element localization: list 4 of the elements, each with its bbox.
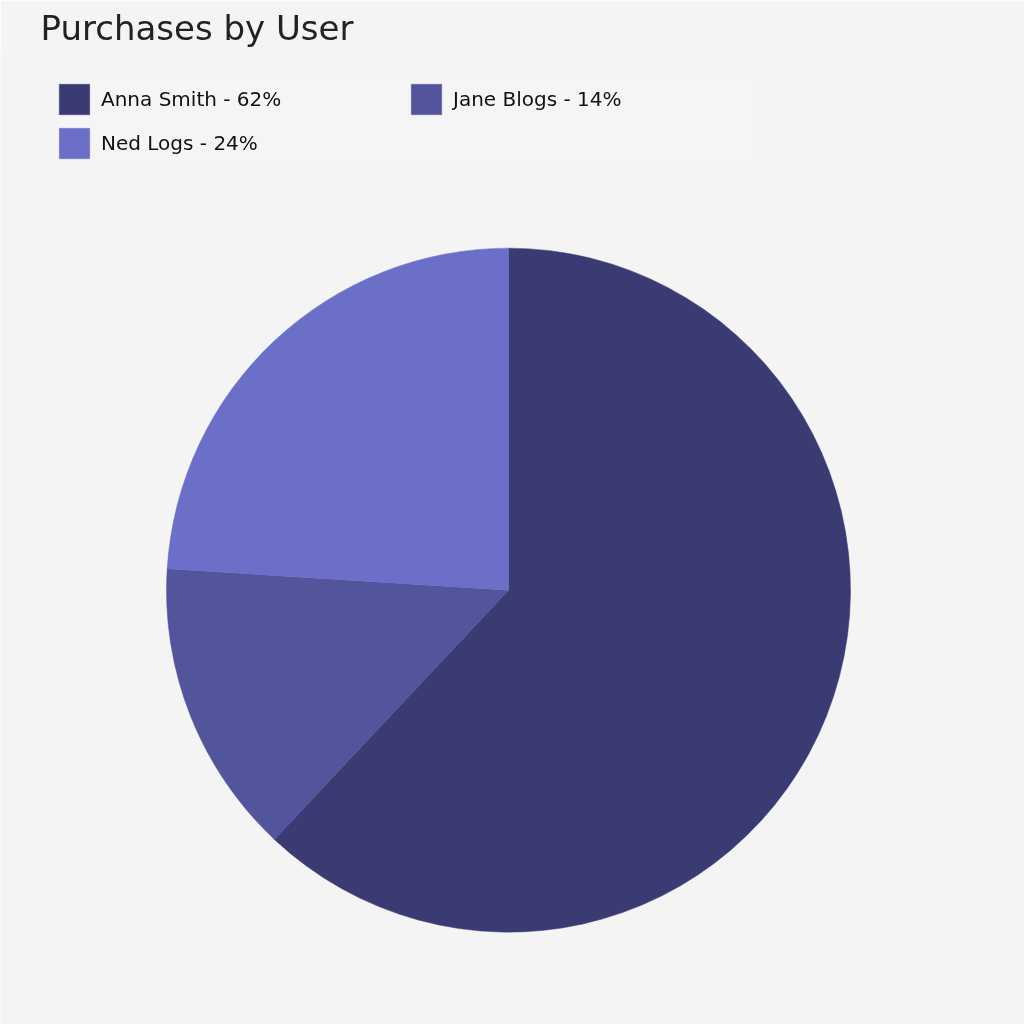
chart-title: Purchases by User — [40, 7, 354, 48]
legend-label: Ned Logs - 24% — [101, 130, 259, 157]
legend-label: Jane Blogs - 14% — [453, 86, 623, 113]
legend-label: Anna Smith - 62% — [101, 86, 283, 113]
